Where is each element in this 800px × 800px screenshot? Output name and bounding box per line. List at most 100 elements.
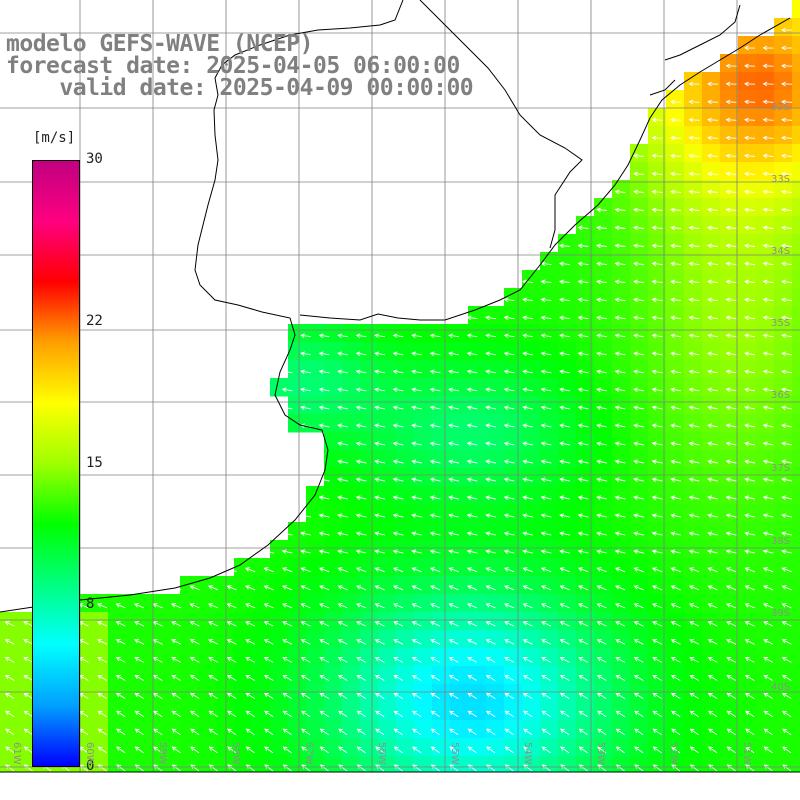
wind-speed-cell (306, 396, 325, 415)
wind-arrow (4, 621, 15, 627)
wind-arrow (485, 477, 496, 482)
wind-arrow (541, 710, 551, 718)
wind-arrow (707, 351, 718, 357)
wind-arrow (134, 728, 144, 736)
wind-speed-cell (288, 540, 307, 559)
wind-speed-cell (450, 378, 469, 397)
wind-arrow (522, 603, 533, 609)
wind-speed-cell (720, 270, 739, 289)
wind-speed-cell (414, 396, 433, 415)
wind-arrow (356, 657, 367, 663)
wind-arrow (448, 459, 459, 464)
wind-speed-cell (630, 648, 649, 667)
wind-speed-cell (738, 432, 757, 451)
wind-arrow (392, 513, 404, 518)
wind-speed-cell (216, 666, 235, 685)
wind-arrow (670, 171, 682, 177)
coastline-south-america (0, 0, 404, 613)
wind-speed-cell (324, 594, 343, 613)
wind-arrow (485, 315, 497, 321)
wind-arrow (448, 639, 459, 645)
wind-arrow (762, 297, 774, 303)
wind-arrow (670, 225, 682, 231)
wind-arrow (430, 710, 440, 718)
wind-speed-cell (576, 234, 595, 253)
wind-arrow (485, 387, 496, 392)
wind-arrow (597, 710, 607, 718)
wind-arrow (523, 710, 533, 718)
wind-speed-cell (648, 144, 667, 163)
wind-arrow (670, 459, 681, 464)
wind-speed-cell (774, 378, 793, 397)
wind-speed-cell (342, 594, 361, 613)
wind-arrow (374, 387, 385, 392)
wind-speed-cell (720, 180, 739, 199)
wind-arrow (467, 585, 478, 591)
wind-arrow (689, 639, 700, 645)
wind-speed-cell (270, 720, 289, 739)
wind-speed-cell (720, 504, 739, 523)
wind-arrow (485, 351, 496, 357)
wind-arrow (744, 45, 756, 51)
wind-arrow (189, 639, 200, 645)
wind-speed-cell (702, 90, 721, 109)
wind-arrow (762, 441, 774, 446)
wind-arrow (651, 153, 663, 159)
wind-arrow (411, 405, 422, 410)
wind-speed-cell (468, 612, 487, 631)
wind-arrow (596, 675, 607, 681)
wind-speed-cell (540, 630, 559, 649)
wind-arrow (429, 351, 441, 357)
wind-arrow (688, 405, 700, 410)
wind-arrow (116, 746, 126, 754)
wind-arrow (577, 477, 589, 482)
wind-arrow (374, 441, 385, 446)
wind-speed-cell (774, 270, 793, 289)
wind-speed-cell (756, 432, 775, 451)
wind-speed-cell (324, 540, 343, 559)
wind-speed-cell (756, 576, 775, 595)
wind-arrow (337, 585, 348, 591)
wind-arrow (4, 657, 15, 663)
wind-arrow (318, 405, 330, 410)
wind-speed-cell (342, 342, 361, 361)
wind-speed-cell (450, 432, 469, 451)
wind-speed-cell (558, 432, 577, 451)
wind-speed-cell (252, 684, 271, 703)
wind-arrow (559, 423, 570, 428)
wind-arrow (116, 710, 126, 718)
wind-arrow (411, 423, 422, 428)
wind-arrow (374, 603, 385, 609)
wind-arrow (263, 567, 274, 573)
wind-arrow (356, 728, 366, 736)
wind-arrow (355, 495, 367, 500)
wind-speed-cell (612, 738, 631, 757)
wind-arrow (540, 549, 552, 554)
wind-arrow (189, 657, 200, 663)
wind-arrow (651, 459, 663, 464)
wind-arrow (190, 710, 200, 718)
wind-speed-cell (432, 702, 451, 721)
wind-arrow (762, 207, 774, 213)
wind-arrow (134, 621, 145, 627)
wind-arrow (707, 279, 719, 285)
wind-speed-cell (594, 540, 613, 559)
wind-speed-cell (594, 306, 613, 325)
wind-arrow (486, 728, 496, 736)
wind-arrow (429, 423, 441, 428)
wind-speed-cell (648, 414, 667, 433)
wind-arrow (725, 171, 737, 177)
wind-speed-cell (648, 378, 667, 397)
wind-speed-cell (576, 558, 595, 577)
wind-arrow (762, 459, 774, 464)
wind-arrow (651, 189, 663, 195)
wind-speed-cell (648, 342, 667, 361)
wind-speed-cell (396, 522, 415, 541)
wind-arrow (651, 225, 663, 231)
wind-speed-cell (594, 396, 613, 415)
wind-speed-cell (612, 306, 631, 325)
wind-arrow (781, 675, 792, 681)
wind-arrow (503, 423, 515, 428)
wind-arrow (282, 764, 292, 772)
wind-speed-cell (396, 648, 415, 667)
